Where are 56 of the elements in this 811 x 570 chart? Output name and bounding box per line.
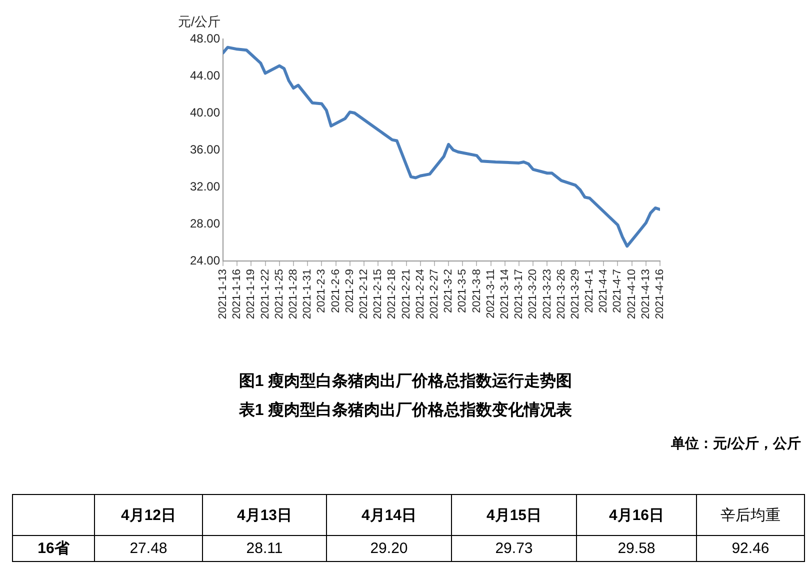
x-tick-label: 2021-3-11	[484, 269, 497, 318]
x-tick-label: 2021-4-7	[612, 269, 624, 314]
y-tick-label: 40.00	[190, 105, 220, 120]
x-tick-label: 2021-2-3	[316, 269, 328, 314]
x-tick-label: 2021-4-10	[626, 269, 638, 320]
x-tick-label: 2021-2-12	[358, 269, 370, 320]
y-tick-label: 44.00	[190, 68, 220, 82]
x-tick-label: 2021-2-27	[428, 269, 440, 320]
text: 表1 瘦肉型白条猪肉出厂价格总指数变化情况表	[238, 400, 574, 421]
x-tick-label: 2021-1-13	[217, 269, 230, 320]
x-tick-label: 2021-3-26	[555, 269, 568, 320]
x-tick-label: 2021-4-4	[598, 269, 610, 314]
text: 4月12日	[94, 494, 202, 536]
x-tick-label: 2021-4-1	[584, 269, 596, 314]
text: 29.73	[452, 536, 576, 562]
x-tick-label: 2021-1-28	[288, 269, 300, 320]
text: 27.48	[94, 536, 202, 562]
x-tick-label: 2021-2-24	[414, 269, 426, 320]
x-tick-label: 2021-4-13	[640, 269, 652, 320]
text: 4月14日	[326, 494, 452, 536]
x-tick-label: 2021-1-22	[259, 269, 272, 320]
x-tick-label: 2021-2-21	[400, 269, 412, 320]
text: 28.11	[202, 536, 326, 562]
x-tick-label: 2021-2-18	[386, 269, 398, 320]
text: 29.58	[576, 536, 696, 562]
x-tick-label: 2021-4-16	[654, 269, 666, 320]
text: 29.20	[326, 536, 452, 562]
x-tick-label: 2021-2-15	[372, 269, 384, 320]
text: 4月15日	[452, 494, 576, 536]
x-tick-label: 2021-3-29	[569, 269, 582, 320]
x-tick-label: 2021-3-20	[527, 269, 540, 320]
text: 4月16日	[576, 494, 696, 536]
x-tick-label: 2021-3-14	[498, 269, 511, 320]
text: 4月13日	[202, 494, 326, 536]
y-tick-label: 48.00	[190, 31, 220, 46]
x-tick-label: 2021-3-2	[442, 269, 455, 314]
text: 92.46	[696, 536, 804, 562]
y-tick-label: 28.00	[190, 216, 220, 230]
x-tick-label: 2021-2-6	[330, 269, 342, 314]
x-tick-label: 2021-1-31	[302, 269, 314, 320]
x-tick-label: 2021-2-9	[344, 269, 356, 314]
y-tick-label: 36.00	[190, 142, 220, 156]
y-tick-label: 24.00	[190, 253, 220, 268]
x-tick-label: 2021-1-16	[231, 269, 244, 320]
y-axis-title: 元/公斤	[178, 14, 221, 30]
x-tick-label: 2021-3-17	[513, 269, 526, 320]
y-tick-label: 32.00	[190, 179, 220, 194]
x-tick-label: 2021-3-5	[456, 269, 469, 314]
x-tick-label: 2021-1-25	[273, 269, 286, 320]
x-tick-label: 2021-1-19	[245, 269, 258, 320]
x-tick-label: 2021-3-8	[470, 269, 483, 314]
text: 16省	[12, 536, 94, 562]
x-tick-label: 2021-3-23	[541, 269, 554, 320]
text: 图1 瘦肉型白条猪肉出厂价格总指数运行走势图	[238, 371, 574, 392]
text: 辛后均重	[696, 494, 804, 536]
text: 单位：元/公斤，公斤	[670, 435, 802, 453]
